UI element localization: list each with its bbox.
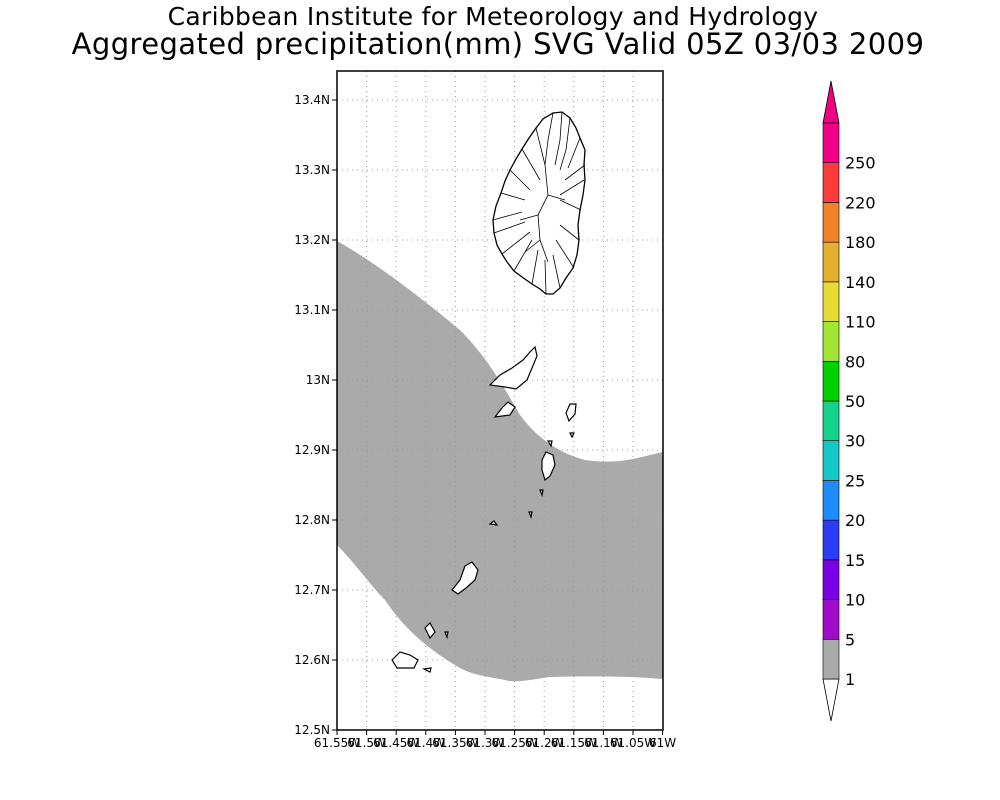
lat-tick-label: 12.8N — [294, 513, 330, 527]
lon-tick-label: 61.1W — [584, 736, 623, 750]
colorbar-swatch — [822, 241, 840, 283]
colorbar-swatch — [822, 202, 840, 243]
small-islet-d — [569, 432, 575, 439]
balliceaux-island — [565, 403, 577, 423]
lon-tick-label: 61.25W — [491, 736, 537, 750]
colorbar-swatch — [822, 440, 840, 481]
mayreau-island — [488, 520, 499, 526]
colorbar-swatch — [822, 400, 840, 442]
lon-axis: 61.55W61.5W61.45W61.4W61.35W61.3W61.25W6… — [314, 730, 676, 750]
colorbar-swatch — [822, 162, 840, 203]
lon-tick-label: 61.15W — [551, 736, 597, 750]
colorbar-swatch — [822, 122, 840, 164]
lat-tick-label: 12.6N — [294, 653, 330, 667]
small-islet-f — [422, 667, 432, 673]
grenadine-islands — [391, 345, 577, 673]
saint-vincent-watersheds — [492, 111, 586, 295]
lon-tick-label: 61.05W — [610, 736, 656, 750]
lat-tick-label: 12.7N — [294, 583, 330, 597]
lon-tick-label: 61.3W — [466, 736, 505, 750]
colorbar-label: 30 — [845, 432, 865, 451]
colorbar-swatch — [822, 360, 840, 402]
colorbar-label: 25 — [845, 471, 865, 490]
small-islet-e — [444, 631, 449, 640]
colorbar-label: 10 — [845, 591, 865, 610]
colorbar-label: 15 — [845, 551, 865, 570]
colorbar-swatch — [822, 480, 840, 521]
header-title: Caribbean Institute for Meteorology and … — [167, 2, 819, 31]
colorbar-label: 180 — [845, 233, 876, 252]
colorbar-swatch — [822, 559, 840, 600]
small-islet-c — [528, 511, 533, 520]
map-panel — [336, 70, 664, 731]
lon-tick-label: 61.35W — [432, 736, 478, 750]
small-islet-a — [546, 440, 553, 448]
colorbar-upper-arrow — [822, 80, 840, 124]
colorbar-label: 80 — [845, 352, 865, 371]
colorbar-swatch — [822, 321, 840, 362]
canouan-island — [541, 451, 556, 482]
colorbar-label: 50 — [845, 392, 865, 411]
lat-tick-label: 13.2N — [294, 233, 330, 247]
lon-tick-label: 61.5W — [347, 736, 386, 750]
lat-tick-label: 13N — [306, 373, 330, 387]
colorbar-label: 250 — [845, 154, 876, 173]
colorbar-label: 110 — [845, 313, 876, 332]
lat-tick-label: 12.9N — [294, 443, 330, 457]
bequia-island — [488, 345, 538, 390]
lat-tick-label: 12.5N — [294, 723, 330, 737]
colorbar-label: 140 — [845, 273, 876, 292]
lat-axis: 13.4N 13.3N 13.2N 13.1N 13N 12.9N 12.8N 12.7N 12… — [294, 93, 337, 737]
colorbar-swatch — [822, 599, 840, 640]
lat-tick-label: 13.4N — [294, 93, 330, 107]
colorbar-label: 20 — [845, 511, 865, 530]
saint-vincent-island — [492, 111, 586, 295]
colorbar-swatch — [822, 638, 840, 680]
map-subtitle: Aggregated precipitation(mm) SVG Valid 0… — [71, 27, 925, 61]
petite-martinique-island — [391, 651, 419, 669]
colorbar-lower-arrow — [822, 678, 840, 722]
colorbar-label: 5 — [845, 630, 855, 649]
colorbar-label: 220 — [845, 193, 876, 212]
lon-tick-label: 61.55W — [314, 736, 360, 750]
colorbar-swatch — [822, 281, 840, 322]
carriacou-island — [424, 622, 436, 640]
colorbar-label: 1 — [845, 670, 855, 689]
mustique-island — [493, 401, 516, 418]
precip-band — [337, 241, 663, 682]
lon-tick-label: 61.2W — [525, 736, 564, 750]
lon-tick-label: 61.4W — [407, 736, 446, 750]
lon-tick-label: 61.45W — [373, 736, 419, 750]
small-islet-b — [539, 489, 544, 498]
lat-tick-label: 13.3N — [294, 163, 330, 177]
lat-tick-label: 13.1N — [294, 303, 330, 317]
lon-tick-label: 61W — [649, 736, 676, 750]
colorbar-swatch — [822, 519, 840, 561]
union-island — [451, 561, 479, 595]
map-frame — [336, 70, 664, 731]
